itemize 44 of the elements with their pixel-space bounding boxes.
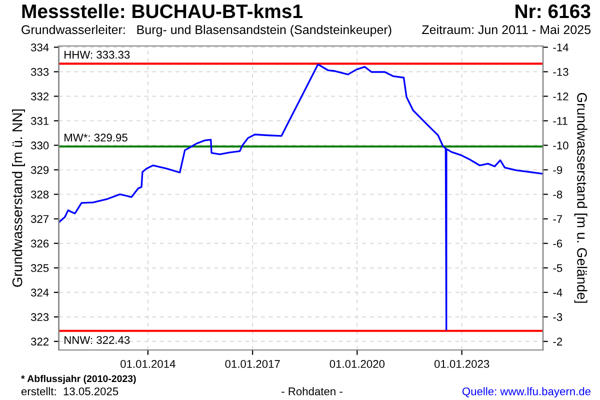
y-axis-title: Grundwasserstand [m ü. NN] [12,109,25,287]
y-tick-label: 329 [30,166,49,174]
ref-line-label: MW*: 329.95 [64,134,128,142]
y-tick-label: 324 [30,288,49,297]
y2-tick-label: -9 [553,166,562,174]
text: - Rohdaten - [282,387,342,396]
y-tick-label: 326 [30,240,49,248]
x-tick-label: 01.01.2014 [120,360,176,368]
source-note: Quelle: www.lfu.bayern.de [462,387,591,398]
text: Nr: 6163 [516,4,590,18]
text: erstellt: 13.05.2025 [21,387,118,396]
text: * Abflussjahr (2010-2023) [21,374,136,384]
y2-tick-label: -5 [553,264,562,272]
chart-subtitle: Grundwasserleiter: Burg- und Blasensandstein (Sandsteinkeuper) [22,24,392,37]
x-tick-label: 01.01.2017 [225,360,280,368]
y2-tick-label: -3 [553,313,562,322]
line-series [58,64,543,330]
y2-tick-label: -8 [553,190,562,198]
ref-line-label: HHW: 333.33 [64,50,130,59]
y2-tick-label: -10 [553,142,568,150]
x-tick-label: 01.01.2023 [434,360,490,368]
y2-tick-label: -12 [553,92,568,100]
y-tick-label: 325 [30,264,49,272]
text: Zeitraum: Jun 2011 - Mai 2025 [422,24,590,34]
x-tick-label: 01.01.2020 [330,360,385,368]
y2-tick-label: -11 [553,117,568,125]
y-tick-label: 322 [30,338,49,346]
y2-tick-label: -14 [553,44,568,52]
y-tick-label: 330 [30,142,49,150]
y-tick-label: 333 [30,68,49,76]
y2-tick-label: -6 [553,240,562,248]
chart-title: Messstelle: BUCHAU-BT-kms1 [22,4,302,18]
y2-tick-label: -7 [553,215,562,223]
ref-line-label: NNW: 322.43 [64,336,130,344]
y-tick-label: 334 [30,43,49,52]
y-tick-label: 327 [30,215,49,223]
y2-tick-label: -2 [553,338,562,346]
y-tick-label: 323 [30,313,49,322]
y-tick-label: 331 [30,117,49,125]
y2-tick-label: -13 [553,68,568,76]
y-tick-label: 328 [30,190,49,198]
y-tick-label: 332 [30,92,49,100]
y2-tick-label: -4 [553,288,562,296]
y2-axis-title: Grundwasserstand [m u. Gelände] [574,92,588,303]
